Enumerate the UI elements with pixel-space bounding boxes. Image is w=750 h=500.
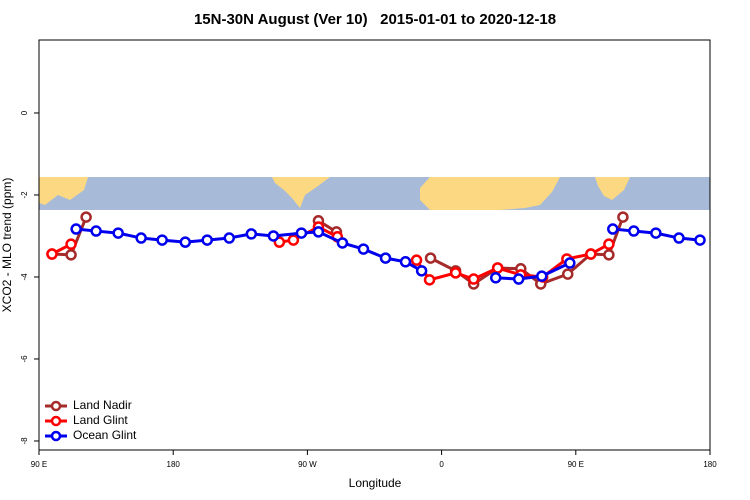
plot-frame — [38, 39, 711, 451]
point — [650, 227, 662, 239]
legend-label: Land Nadir — [73, 398, 132, 412]
point — [65, 238, 77, 250]
point — [628, 225, 640, 237]
point — [491, 262, 504, 274]
point — [399, 256, 412, 268]
x-tick-label: 180 — [703, 460, 717, 469]
point — [179, 236, 192, 248]
y-axis-label: XCO2 - MLO trend (ppm) — [0, 178, 14, 313]
y-tick-label: -2 — [20, 191, 29, 199]
point — [607, 223, 619, 235]
point — [135, 232, 147, 244]
y-tick-label: -6 — [20, 355, 29, 363]
point — [65, 249, 77, 261]
x-axis-label: Longitude — [349, 476, 402, 490]
point — [603, 249, 615, 261]
point — [245, 228, 258, 240]
point — [564, 257, 576, 269]
point — [80, 211, 92, 223]
point — [287, 234, 300, 246]
x-tick-label: 90 E — [31, 460, 47, 469]
point — [312, 226, 325, 238]
x-tick-label: 90 E — [568, 460, 584, 469]
point — [585, 248, 597, 260]
map-strip — [39, 177, 710, 210]
point — [46, 248, 58, 260]
point — [70, 223, 82, 235]
point — [673, 232, 685, 244]
point — [336, 237, 349, 249]
point — [512, 273, 525, 285]
legend-label: Ocean Glint — [73, 428, 137, 442]
point — [267, 230, 280, 242]
point — [90, 225, 102, 237]
point — [415, 265, 428, 277]
point — [603, 238, 615, 250]
legend-marker — [50, 400, 62, 412]
point — [223, 232, 236, 244]
point — [295, 227, 308, 239]
point — [617, 211, 629, 223]
point — [449, 267, 462, 279]
point — [357, 243, 370, 255]
x-tick-label: 0 — [439, 460, 444, 469]
point — [156, 234, 168, 246]
point — [423, 274, 436, 286]
point — [561, 268, 574, 280]
y-tick-label: 0 — [20, 110, 29, 115]
x-tick-label: 90 W — [298, 460, 317, 469]
point — [112, 227, 124, 239]
legend-marker — [50, 415, 62, 427]
y-tick-label: -4 — [20, 273, 29, 281]
legend-marker — [50, 430, 62, 442]
legend-label: Land Glint — [73, 413, 128, 427]
point — [467, 273, 480, 285]
x-tick-label: 180 — [167, 460, 181, 469]
y-tick-label: -8 — [20, 437, 29, 445]
point — [489, 272, 502, 284]
point — [201, 234, 213, 246]
point — [410, 254, 423, 266]
point — [694, 234, 706, 246]
point — [379, 252, 392, 264]
point — [536, 270, 548, 282]
point — [424, 252, 437, 264]
chart-title: 15N-30N August (Ver 10) 2015-01-01 to 20… — [194, 11, 556, 28]
